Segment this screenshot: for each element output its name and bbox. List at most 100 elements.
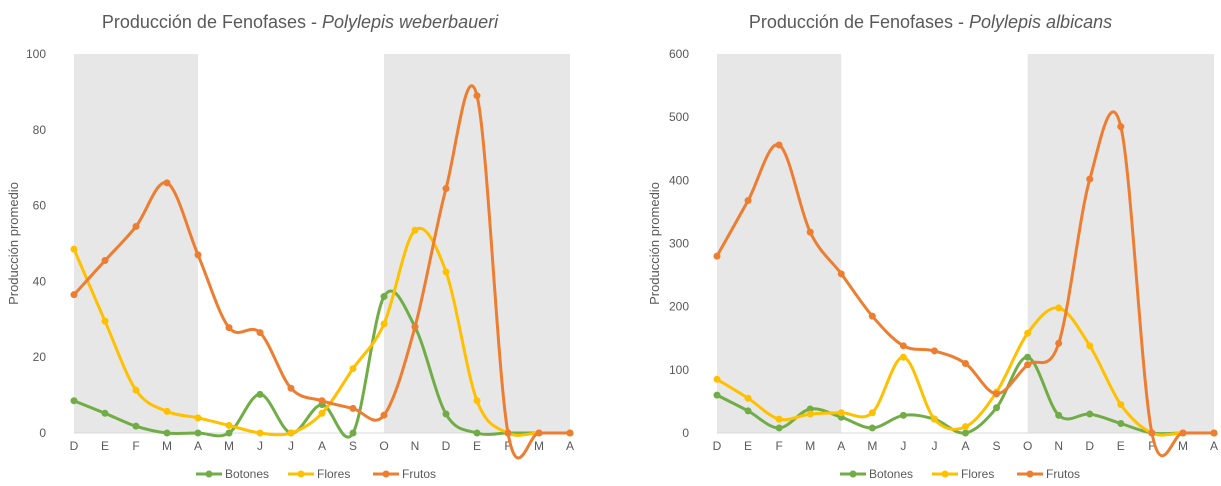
x-tick-label: J xyxy=(931,439,937,453)
y-tick-label: 40 xyxy=(33,274,47,288)
x-tick-label: A xyxy=(566,439,574,453)
data-point-botones xyxy=(163,429,171,437)
data-point-flores xyxy=(256,429,264,437)
x-tick-label: A xyxy=(1210,439,1218,453)
data-point-frutos xyxy=(225,324,233,332)
y-tick-label: 300 xyxy=(669,237,689,251)
data-point-frutos xyxy=(442,185,450,193)
data-point-botones xyxy=(806,405,814,413)
data-point-botones xyxy=(1055,411,1063,419)
data-point-botones xyxy=(101,409,109,417)
data-point-frutos xyxy=(504,429,512,437)
legend-label: Flores xyxy=(317,467,350,481)
data-point-frutos xyxy=(101,257,109,265)
data-point-frutos xyxy=(1148,429,1156,437)
data-point-frutos xyxy=(1179,429,1187,437)
data-point-frutos xyxy=(1210,429,1218,437)
data-point-flores xyxy=(930,415,938,423)
chart-plot-albicans: 0 100 200 300 400 500 600 D E F M A M J J A S O N D E F M A Prod… xyxy=(647,47,1218,481)
x-tick-label: M xyxy=(867,439,877,453)
data-point-botones xyxy=(1086,410,1094,418)
data-point-botones xyxy=(194,429,202,437)
x-tick-label: F xyxy=(132,439,139,453)
x-tick-label: D xyxy=(70,439,79,453)
legend-marker xyxy=(205,470,213,478)
chart-panel-weberbaueri: Producción de Fenofases - Polylepis webe… xyxy=(0,0,600,486)
x-tick-label: A xyxy=(837,439,845,453)
data-point-frutos xyxy=(1024,361,1032,369)
chart-title: Producción de Fenofases - Polylepis webe… xyxy=(0,12,600,33)
x-tick-label: E xyxy=(744,439,752,453)
x-tick-label: O xyxy=(379,439,388,453)
data-point-botones xyxy=(256,390,264,398)
data-point-flores xyxy=(1055,304,1063,312)
legend-label: Botones xyxy=(869,467,913,481)
data-point-botones xyxy=(713,391,721,399)
x-tick-label: E xyxy=(1117,439,1125,453)
legend-item-botones: Botones xyxy=(196,467,269,481)
data-point-flores xyxy=(1024,329,1032,337)
data-point-flores xyxy=(1086,342,1094,350)
y-tick-label: 0 xyxy=(682,426,689,440)
y-tick-label: 400 xyxy=(669,173,689,187)
data-point-botones xyxy=(442,410,450,418)
data-point-frutos xyxy=(744,197,752,205)
legend-label: Flores xyxy=(961,467,994,481)
data-point-botones xyxy=(225,429,233,437)
data-point-flores xyxy=(225,421,233,429)
data-point-frutos xyxy=(473,92,481,100)
title-species: Polylepis albicans xyxy=(969,12,1113,32)
data-point-flores xyxy=(380,320,388,328)
data-point-frutos xyxy=(993,390,1001,398)
data-point-frutos xyxy=(349,404,357,412)
y-axis-title: Producción promedio xyxy=(6,182,21,305)
x-tick-label: M xyxy=(534,439,544,453)
data-point-flores xyxy=(318,409,326,417)
x-tick-label: M xyxy=(805,439,815,453)
data-point-frutos xyxy=(837,270,845,278)
x-tick-label: A xyxy=(961,439,969,453)
data-point-frutos xyxy=(1086,175,1094,183)
data-point-frutos xyxy=(713,252,721,260)
x-tick-label: J xyxy=(900,439,906,453)
y-axis-title: Producción promedio xyxy=(647,182,662,305)
y-tick-label: 60 xyxy=(33,199,47,213)
x-tick-label: D xyxy=(442,439,451,453)
data-point-flores xyxy=(744,394,752,402)
data-point-botones xyxy=(775,424,783,432)
data-point-flores xyxy=(287,429,295,437)
x-tick-label: J xyxy=(257,439,263,453)
data-point-botones xyxy=(70,397,78,405)
data-point-botones xyxy=(1117,420,1125,428)
data-point-frutos xyxy=(930,347,938,355)
data-point-frutos xyxy=(535,429,543,437)
chart-plot-weberbaueri: 0 20 40 60 80 100 D E F M A M J J A S O N D E F M A Producción … xyxy=(6,47,574,481)
shaded-band xyxy=(74,54,198,433)
legend-label: Botones xyxy=(225,467,269,481)
title-prefix: Producción de Fenofases - xyxy=(748,12,970,32)
data-point-frutos xyxy=(287,384,295,392)
data-point-flores xyxy=(70,245,78,253)
x-tick-label: E xyxy=(473,439,481,453)
x-tick-label: O xyxy=(1023,439,1032,453)
x-tick-label: N xyxy=(1054,439,1063,453)
x-tick-label: J xyxy=(288,439,294,453)
data-point-botones xyxy=(380,293,388,301)
x-tick-label: F xyxy=(1148,439,1155,453)
legend-marker xyxy=(941,470,949,478)
data-point-frutos xyxy=(1055,339,1063,347)
data-point-flores xyxy=(411,226,419,234)
x-tick-label: M xyxy=(224,439,234,453)
legend-item-frutos: Frutos xyxy=(373,467,436,481)
data-point-flores xyxy=(837,409,845,417)
data-point-flores xyxy=(101,317,109,325)
shaded-band xyxy=(717,54,842,433)
data-point-frutos xyxy=(132,222,140,230)
x-tick-label: M xyxy=(162,439,172,453)
data-point-flores xyxy=(1117,401,1125,409)
data-point-botones xyxy=(473,429,481,437)
data-point-botones xyxy=(1024,353,1032,361)
data-point-frutos xyxy=(566,429,574,437)
data-point-flores xyxy=(349,365,357,373)
y-tick-label: 20 xyxy=(33,350,47,364)
